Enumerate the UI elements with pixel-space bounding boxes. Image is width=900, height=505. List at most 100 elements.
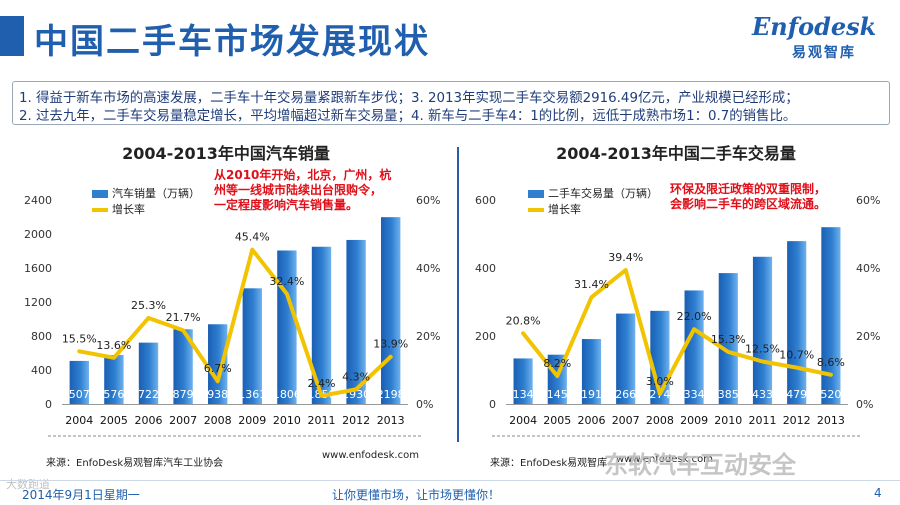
rate-label: 4.3%	[342, 370, 370, 383]
bar-value-label: 1806	[273, 388, 301, 401]
x-tick-label: 2004	[65, 414, 93, 427]
y2-tick-label: 20%	[856, 330, 880, 343]
annotation-line: 环保及限迁政策的双重限制，	[670, 182, 827, 196]
legend-swatch-line	[528, 208, 544, 212]
chart-site: www.enfodesk.com	[322, 450, 419, 461]
footer-divider	[0, 480, 900, 481]
rate-label: 12.5%	[745, 343, 780, 356]
bar	[718, 273, 738, 404]
y2-tick-label: 60%	[416, 194, 440, 207]
bar-value-label: 576	[103, 388, 124, 401]
x-tick-label: 2004	[509, 414, 537, 427]
bar	[277, 250, 297, 404]
growth-rate-line	[521, 268, 833, 396]
chart-source: 来源：EnfoDesk易观智库汽车工业协会	[46, 458, 224, 469]
x-tick-label: 2005	[543, 414, 571, 427]
bar-value-label: 145	[547, 388, 568, 401]
legend-item-line: 增长率	[92, 202, 200, 218]
x-tick-label: 2013	[817, 414, 845, 427]
y-tick-label: 2400	[24, 194, 52, 207]
rate-label: 15.3%	[711, 333, 746, 346]
x-tick-label: 2012	[342, 414, 370, 427]
y2-tick-label: 40%	[416, 262, 440, 275]
y-tick-label: 200	[475, 330, 496, 343]
rate-label: 3.0%	[646, 375, 674, 388]
chart-car-sales: 2004-2013年中国汽车销量 0 400 800 1200 1600 2000 2400…	[6, 138, 446, 469]
y2-tick-label: 40%	[856, 262, 880, 275]
bar	[752, 256, 773, 404]
legend-swatch-bar	[528, 190, 544, 198]
x-tick-label: 2005	[100, 414, 128, 427]
x-tick-label: 2009	[680, 414, 708, 427]
bar-value-label: 479	[786, 388, 807, 401]
x-tick-label: 2008	[646, 414, 674, 427]
bar-value-label: 191	[581, 388, 602, 401]
bar-value-label: 879	[173, 388, 194, 401]
bar	[513, 358, 533, 404]
annotation-line: 从2010年开始，北京，广州，杭	[214, 168, 392, 182]
x-tick-label: 2013	[377, 414, 405, 427]
chart-annotation: 环保及限迁政策的双重限制， 会影响二手车的跨区域流通。	[670, 182, 826, 212]
y2-tick-label: 60%	[856, 194, 880, 207]
annotation-line: 一定程度影响汽车销售量。	[214, 198, 359, 212]
x-tick-label: 2008	[204, 414, 232, 427]
x-tick-label: 2009	[238, 414, 266, 427]
chart-title: 2004-2013年中国二手车交易量	[556, 144, 796, 163]
chart-legend: 汽车销量（万辆） 增长率	[92, 186, 200, 218]
rate-label: 8.6%	[817, 356, 845, 369]
legend-item-bar: 汽车销量（万辆）	[92, 186, 200, 202]
rate-label: 45.4%	[235, 231, 270, 244]
bar-value-label: 520	[820, 388, 841, 401]
footer-slogan: 让你更懂市场，让市场更懂你！	[332, 488, 501, 502]
rate-label: 6.7%	[204, 362, 232, 375]
bar	[311, 246, 332, 404]
rate-label: 21.7%	[166, 311, 201, 324]
rate-label: 15.5%	[62, 332, 97, 345]
y-tick-label: 0	[489, 398, 496, 411]
page-title: 中国二手车市场发展现状	[34, 22, 430, 62]
chart-svg: 0 200 400 600 0% 20% 40% 60% 134 2004 145 2005 191 20…	[475, 194, 880, 437]
chart-site: www.enfodesk.com	[616, 454, 713, 465]
y-tick-label: 2000	[24, 228, 52, 241]
rate-label: 25.3%	[131, 299, 166, 312]
rate-label: 10.7%	[779, 349, 814, 362]
x-tick-label: 2011	[749, 414, 777, 427]
bar-value-label: 134	[513, 388, 534, 401]
chart-title: 2004-2013年中国汽车销量	[122, 144, 330, 163]
bar-value-label: 266	[615, 388, 636, 401]
footer-date: 2014年9月1日星期一	[22, 488, 140, 502]
y2-tick-label: 0%	[416, 398, 433, 411]
y-tick-label: 0	[45, 398, 52, 411]
bar	[69, 360, 89, 404]
x-tick-label: 2011	[308, 414, 336, 427]
rate-label: 31.4%	[574, 278, 609, 291]
rate-label: 2.4%	[308, 377, 336, 390]
legend-swatch-bar	[92, 190, 108, 198]
page-number: 4	[874, 486, 882, 500]
bar-value-label: 1361	[238, 388, 266, 401]
bar	[242, 288, 262, 404]
x-tick-label: 2006	[578, 414, 606, 427]
x-tick-label: 2012	[783, 414, 811, 427]
legend-swatch-line	[92, 208, 108, 212]
rate-label: 32.4%	[269, 275, 304, 288]
x-tick-label: 2007	[169, 414, 197, 427]
bar	[138, 342, 159, 404]
key-points-box: 1. 得益于新车市场的高速发展，二手车十年交易量紧跟新车步伐；3. 2013年实…	[12, 81, 890, 125]
legend-label: 增长率	[112, 203, 145, 216]
rate-label: 39.4%	[608, 251, 643, 264]
bar	[381, 217, 401, 404]
bar	[104, 355, 124, 404]
bar-value-label: 334	[684, 388, 705, 401]
title-bar: 中国二手车市场发展现状 Enfodesk 易观智库	[0, 0, 900, 72]
legend-item-line: 增长率	[528, 202, 658, 218]
bar	[787, 241, 807, 404]
x-tick-label: 2010	[714, 414, 742, 427]
bar	[684, 290, 704, 404]
bar	[616, 313, 636, 404]
logo-text-cn: 易观智库	[792, 45, 856, 61]
rate-label: 20.8%	[506, 314, 541, 327]
chart-source: 来源：EnfoDesk易观智库	[490, 458, 608, 469]
y-tick-label: 400	[31, 364, 52, 377]
bar-value-label: 722	[138, 388, 159, 401]
